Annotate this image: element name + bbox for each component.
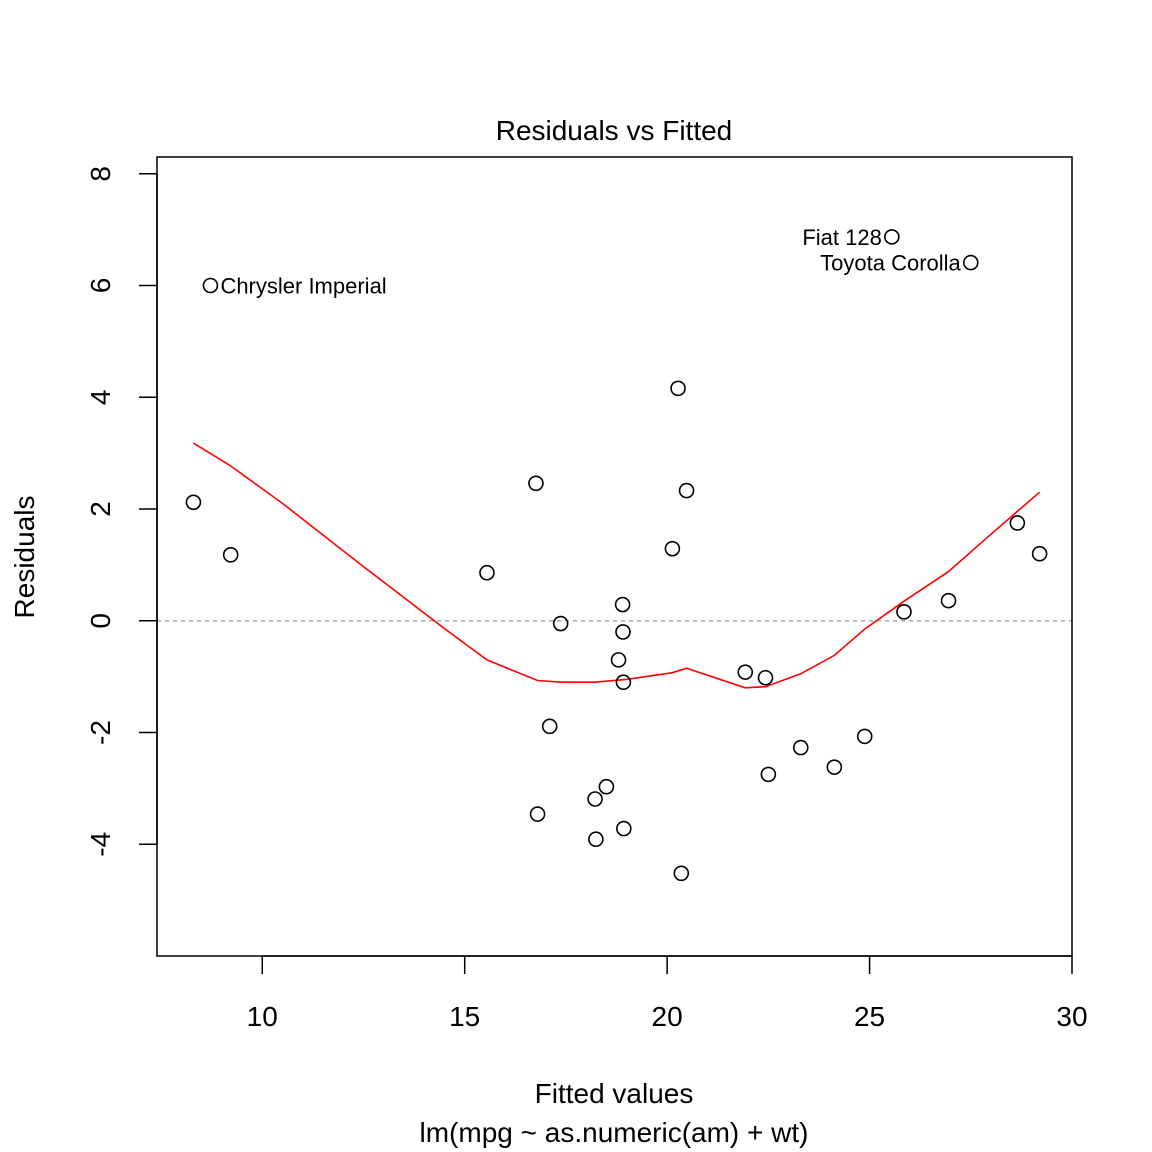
data-point	[588, 831, 604, 848]
data-point	[615, 624, 631, 640]
x-tick-label: 15	[449, 1001, 480, 1032]
data-point	[222, 547, 239, 563]
data-point	[940, 592, 957, 609]
data-point	[1009, 515, 1026, 531]
data-point	[587, 791, 603, 807]
data-point	[615, 674, 632, 691]
data-point	[598, 778, 615, 795]
data-point	[826, 759, 843, 775]
points-layer	[185, 229, 1048, 882]
data-point	[962, 254, 979, 271]
chart-subtitle: lm(mpg ~ as.numeric(am) + wt)	[420, 1117, 809, 1148]
point-label: Toyota Corolla	[820, 251, 961, 276]
y-tick-label: -4	[85, 832, 116, 857]
data-point	[884, 229, 900, 245]
chart-title: Residuals vs Fitted	[496, 115, 733, 146]
data-point	[678, 482, 695, 499]
data-point	[896, 604, 912, 620]
x-tick-label: 10	[247, 1001, 278, 1032]
plot-frame	[156, 156, 1073, 957]
y-tick-label: 6	[85, 278, 116, 294]
data-point	[185, 494, 202, 511]
data-point	[529, 806, 546, 822]
data-point	[856, 728, 873, 745]
data-point	[552, 615, 569, 632]
data-point	[1031, 545, 1048, 562]
x-tick-label: 20	[652, 1001, 683, 1032]
y-tick-label: 0	[85, 613, 116, 629]
data-point	[541, 718, 558, 735]
data-point	[610, 652, 627, 668]
data-point	[479, 564, 495, 581]
data-point	[670, 380, 686, 397]
data-point	[757, 669, 774, 686]
data-point	[614, 596, 631, 613]
y-tick-label: 4	[85, 390, 116, 406]
y-axis-title: Residuals	[9, 496, 40, 619]
smoother-layer	[192, 442, 1041, 689]
data-point	[760, 766, 777, 783]
data-point	[664, 540, 681, 557]
data-point	[673, 865, 690, 882]
data-point	[792, 739, 809, 756]
smoother-line	[192, 442, 1041, 689]
x-tick-label: 25	[854, 1001, 885, 1032]
data-point	[737, 664, 754, 680]
data-point	[528, 475, 544, 492]
x-axis-title: Fitted values	[535, 1078, 694, 1109]
point-label: Fiat 128	[802, 225, 882, 250]
point-label: Chrysler Imperial	[220, 274, 386, 299]
data-point	[616, 820, 632, 837]
y-tick-label: 2	[85, 501, 116, 517]
y-tick-label: 8	[85, 166, 116, 182]
x-tick-label: 30	[1056, 1001, 1087, 1032]
data-point	[202, 277, 219, 294]
y-tick-label: -2	[85, 720, 116, 745]
